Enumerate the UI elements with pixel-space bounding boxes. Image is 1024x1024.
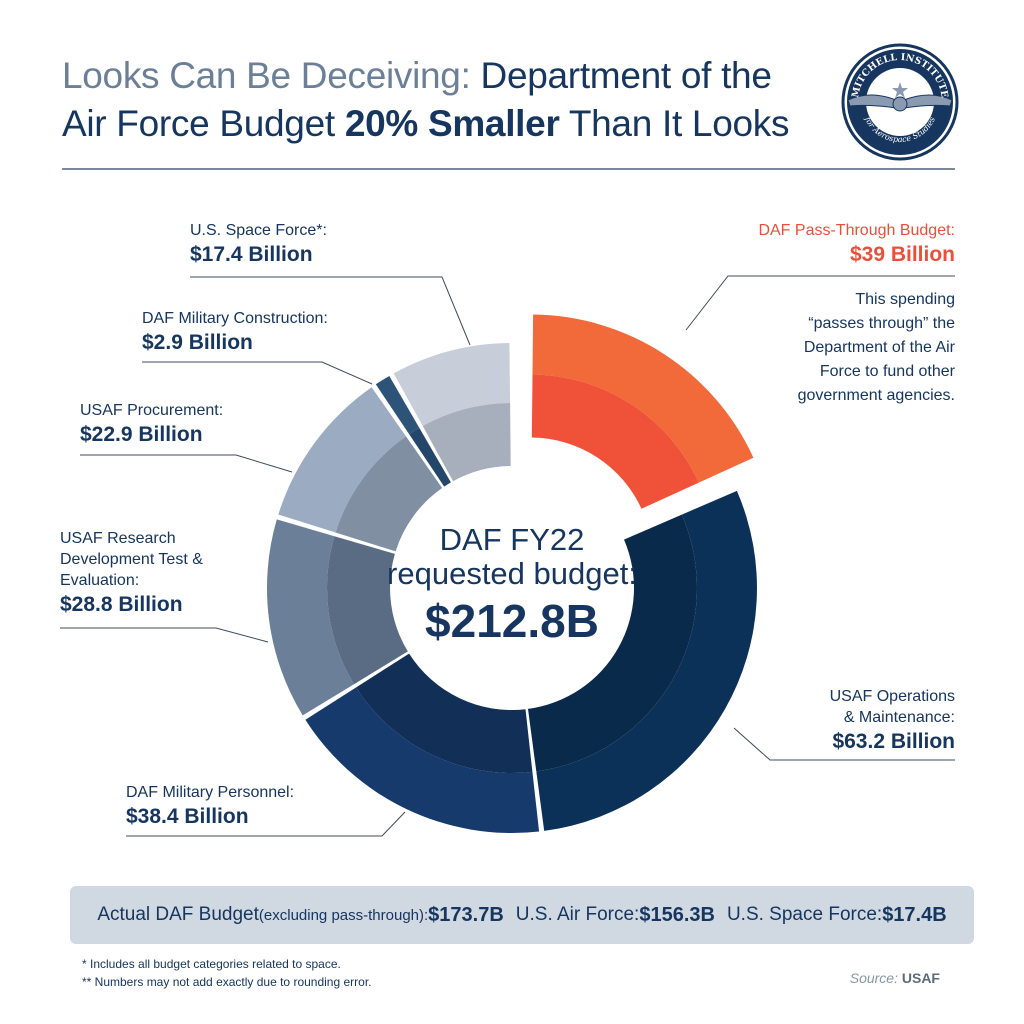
slice-2-outer <box>305 687 540 834</box>
leader-procurement <box>80 454 293 473</box>
source-value: USAF <box>901 970 940 986</box>
leader-pass-through <box>685 275 955 331</box>
slice-2-inner <box>356 653 533 774</box>
chart-title: Looks Can Be Deceiving: Department of th… <box>62 52 822 148</box>
summary-actual-value: $173.7B <box>428 903 504 926</box>
label-milpers-value: $38.4 Billion <box>126 805 249 828</box>
slice-3-outer <box>266 519 354 716</box>
label-space-force: U.S. Space Force*: $17.4 Billion <box>190 220 327 269</box>
label-space-force-value: $17.4 Billion <box>190 243 313 266</box>
label-military-construction: DAF Military Construction: $2.9 Billion <box>142 308 328 357</box>
source-credit: Source: USAF <box>850 970 940 986</box>
donut-center-label: DAF FY22 requested budget: $212.8B <box>380 523 644 651</box>
leader-om <box>733 727 955 761</box>
label-procurement-value: $22.9 Billion <box>80 423 203 446</box>
slice-4-outer <box>278 387 406 533</box>
label-pass-through-value: $39 Billion <box>849 243 955 266</box>
source-label: Source: <box>849 970 902 986</box>
summary-label: Actual DAF Budget <box>97 904 259 925</box>
summary-bar: Actual DAF Budget (excluding pass-throug… <box>70 886 974 944</box>
title-lead: Looks Can Be Deceiving: <box>62 55 481 96</box>
title-end: Than It Looks <box>559 103 790 144</box>
label-procurement: USAF Procurement: $22.9 Billion <box>80 400 223 449</box>
footnote-2: ** Numbers may not add exactly due to ro… <box>82 975 372 989</box>
leader-rdte <box>60 627 269 643</box>
slice-3-inner <box>327 536 408 685</box>
label-military-personnel: DAF Military Personnel: $38.4 Billion <box>126 782 294 831</box>
label-operations-maintenance: USAF Operations & Maintenance: $63.2 Bil… <box>815 686 955 756</box>
summary-sf-label: U.S. Space Force: <box>726 904 883 925</box>
leader-milcon <box>142 361 373 385</box>
label-pass-through-name: DAF Pass-Through Budget: <box>758 222 955 239</box>
summary-af-label: U.S. Air Force: <box>515 904 640 925</box>
slice-5-outer <box>375 376 420 435</box>
footnote-1: * Includes all budget categories related… <box>82 957 341 971</box>
label-space-force-name: U.S. Space Force*: <box>190 222 327 239</box>
title-subject: Department of the Air Force Budget <box>62 55 772 144</box>
slice-5-inner <box>409 427 451 487</box>
label-om-value: $63.2 Billion <box>832 730 955 753</box>
label-procurement-name: USAF Procurement: <box>80 402 224 419</box>
summary-sub: (excluding pass-through): <box>258 906 429 924</box>
label-rdte-value: $28.8 Billion <box>60 593 183 616</box>
slice-4-inner <box>335 436 443 552</box>
pass-through-note: This spending “passes through” the Depar… <box>797 291 955 404</box>
mitchell-institute-logo-icon: MITCHELL INSTITUTE for Aerospace Studies <box>841 43 959 161</box>
slice-1-inner <box>528 514 697 772</box>
center-line-1: DAF FY22 <box>439 522 585 557</box>
summary-sf-value: $17.4B <box>882 903 947 926</box>
label-om-name: USAF Operations & Maintenance: <box>829 688 955 726</box>
center-line-2: requested budget: <box>387 556 637 591</box>
leader-space-force <box>190 276 471 346</box>
label-milcon-name: DAF Military Construction: <box>142 310 328 327</box>
slice-6-inner <box>422 403 511 482</box>
label-rdte: USAF Research Development Test & Evaluat… <box>60 528 220 619</box>
slice-6-outer <box>393 343 511 426</box>
title-divider <box>62 168 955 170</box>
label-pass-through: DAF Pass-Through Budget: $39 Billion <box>758 220 955 269</box>
slice-0-outer <box>532 314 754 483</box>
slice-1-outer <box>536 490 757 831</box>
leader-milpers <box>126 811 406 837</box>
label-rdte-name: USAF Research Development Test & Evaluat… <box>60 530 203 589</box>
title-emphasis: 20% Smaller <box>344 103 560 144</box>
summary-af-value: $156.3B <box>639 903 715 926</box>
label-milpers-name: DAF Military Personnel: <box>126 784 295 801</box>
slice-0-inner <box>531 374 699 509</box>
label-milcon-value: $2.9 Billion <box>142 331 253 354</box>
footnotes: * Includes all budget categories related… <box>82 955 372 991</box>
center-total: $212.8B <box>425 595 599 647</box>
